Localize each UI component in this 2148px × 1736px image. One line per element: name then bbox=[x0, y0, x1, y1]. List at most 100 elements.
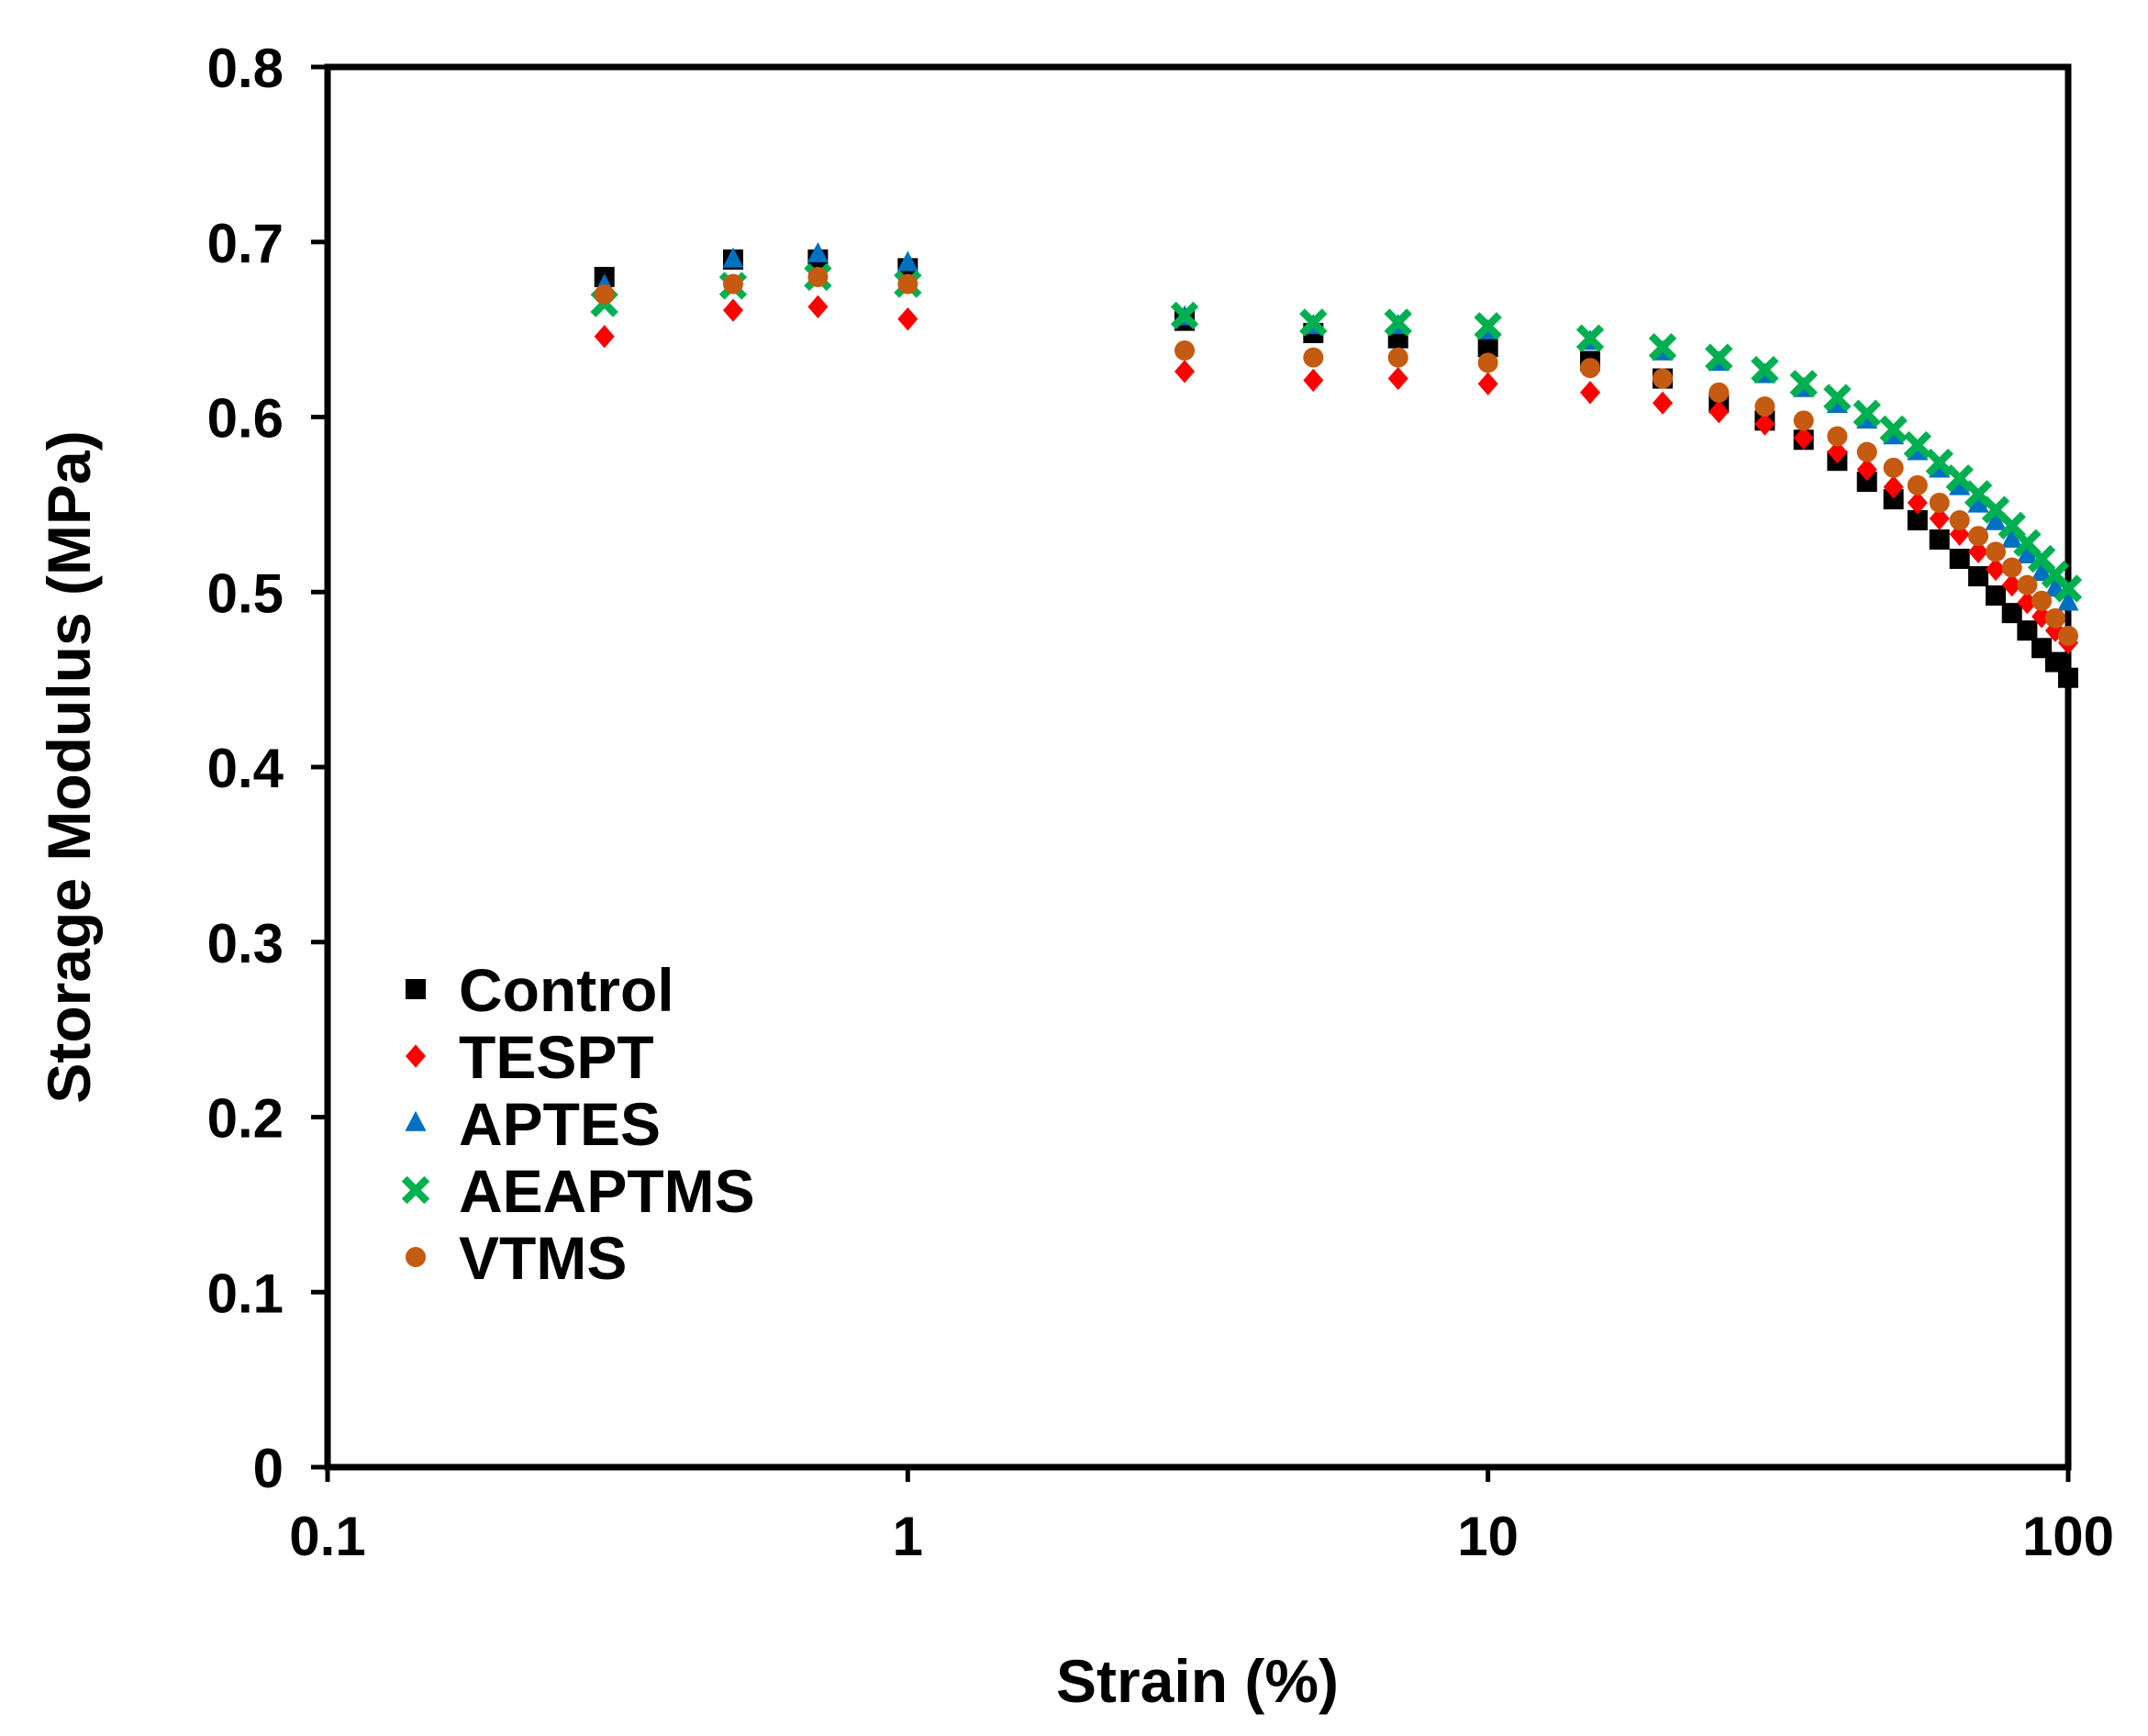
y-tick-label: 0.2 bbox=[207, 1088, 284, 1150]
data-point-tespt bbox=[1929, 506, 1950, 530]
data-point-aeaptms bbox=[1384, 308, 1412, 337]
data-point-vtms bbox=[1653, 368, 1674, 389]
data-point-tespt bbox=[1653, 391, 1674, 415]
data-point-aptes bbox=[1949, 474, 1971, 495]
y-tick-label: 0.4 bbox=[207, 738, 284, 799]
data-point-aptes bbox=[896, 250, 918, 272]
legend-label-control: Control bbox=[459, 956, 674, 1024]
data-point-control bbox=[2001, 603, 2022, 624]
y-tick-label: 0.7 bbox=[207, 213, 284, 274]
data-point-tespt bbox=[1303, 368, 1324, 393]
y-tick-label: 0.1 bbox=[207, 1263, 284, 1324]
x-axis-ticks: 0.1 1 10 100 bbox=[289, 1467, 2114, 1567]
data-point-aptes bbox=[2057, 590, 2079, 611]
data-point-aeaptms bbox=[1474, 312, 1502, 340]
data-point-tespt bbox=[1754, 412, 1775, 436]
data-point-vtms bbox=[2044, 607, 2065, 629]
data-point-aeaptms bbox=[1903, 430, 1932, 460]
y-tick-label: 0.5 bbox=[207, 562, 284, 624]
data-point-tespt bbox=[1387, 366, 1408, 391]
data-point-control bbox=[1985, 585, 2006, 606]
data-point-vtms bbox=[897, 273, 918, 295]
data-point-vtms bbox=[1968, 526, 1989, 547]
plot-frame bbox=[324, 63, 2072, 1471]
x-tick-label: 10 bbox=[1457, 1506, 1519, 1567]
data-point-tespt bbox=[1580, 381, 1601, 405]
data-point-aeaptms bbox=[1648, 333, 1677, 362]
data-point-control bbox=[1883, 489, 1904, 510]
data-point-tespt bbox=[807, 295, 829, 318]
y-axis-ticks: 0 0.1 0.2 0.3 0.4 0.5 0.6 0.7 0.8 bbox=[207, 38, 328, 1499]
data-point-aeaptms bbox=[1925, 448, 1953, 477]
data-point-aeaptms bbox=[1823, 384, 1852, 412]
legend-marker-control bbox=[406, 979, 426, 999]
data-point-vtms bbox=[1949, 510, 1970, 531]
legend-marker-aeaptms bbox=[401, 1175, 430, 1205]
data-point-control bbox=[2044, 651, 2065, 673]
data-point-tespt bbox=[2001, 573, 2022, 597]
data-point-tespt bbox=[1883, 475, 1904, 499]
legend-marker-tespt bbox=[406, 1044, 426, 1068]
x-tick-label: 100 bbox=[2022, 1506, 2114, 1567]
data-point-aptes bbox=[1985, 509, 2007, 530]
data-point-vtms bbox=[2017, 574, 2038, 595]
legend-label-tespt: TESPT bbox=[459, 1023, 654, 1091]
data-point-aptes bbox=[722, 247, 744, 268]
data-point-tespt bbox=[1827, 440, 1848, 464]
data-point-tespt bbox=[1708, 400, 1730, 424]
x-tick-label: 0.1 bbox=[289, 1506, 365, 1567]
legend-label-aptes: APTES bbox=[459, 1090, 661, 1158]
legend-label-vtms: VTMS bbox=[459, 1224, 627, 1292]
data-point-tespt bbox=[1985, 557, 2006, 582]
y-tick-label: 0.8 bbox=[207, 38, 284, 99]
data-point-control bbox=[1856, 472, 1877, 493]
y-axis-title: Storage Modulus (MPa) bbox=[35, 430, 103, 1103]
data-point-control bbox=[1477, 337, 1498, 358]
data-point-aptes bbox=[2031, 561, 2053, 582]
data-point-aeaptms bbox=[1789, 370, 1818, 398]
data-point-tespt bbox=[1856, 458, 1877, 482]
data-point-control bbox=[1949, 549, 1970, 570]
data-point-aeaptms bbox=[1945, 464, 1974, 493]
data-point-vtms bbox=[1708, 382, 1730, 403]
data-point-vtms bbox=[1856, 441, 1877, 462]
data-point-aeaptms bbox=[1575, 324, 1605, 352]
data-point-aptes bbox=[1967, 492, 1989, 513]
data-series bbox=[590, 241, 2083, 688]
data-point-aeaptms bbox=[1751, 355, 1779, 384]
data-point-aptes bbox=[2001, 527, 2023, 548]
data-point-tespt bbox=[1174, 360, 1196, 384]
legend-label-aeaptms: AEAPTMS bbox=[459, 1157, 755, 1225]
data-point-vtms bbox=[1174, 340, 1196, 362]
legend-marker-aptes bbox=[405, 1110, 427, 1131]
y-tick-label: 0 bbox=[253, 1438, 284, 1499]
data-point-tespt bbox=[2017, 591, 2038, 615]
x-axis-title: Strain (%) bbox=[1056, 1647, 1339, 1715]
data-point-aeaptms bbox=[1879, 415, 1908, 444]
series-aeaptms bbox=[590, 262, 2083, 603]
data-point-vtms bbox=[1793, 410, 1814, 431]
data-point-vtms bbox=[1827, 426, 1848, 447]
y-tick-label: 0.3 bbox=[207, 913, 284, 974]
y-tick-label: 0.6 bbox=[207, 388, 284, 450]
data-point-vtms bbox=[594, 284, 615, 305]
data-point-vtms bbox=[2001, 557, 2022, 578]
data-point-control bbox=[2017, 620, 2038, 641]
data-point-control bbox=[1929, 529, 1950, 551]
data-point-control bbox=[1907, 510, 1928, 531]
data-point-tespt bbox=[1477, 372, 1498, 395]
data-point-tespt bbox=[897, 307, 918, 331]
data-point-vtms bbox=[1477, 352, 1498, 373]
data-point-vtms bbox=[1387, 347, 1408, 368]
data-point-vtms bbox=[1883, 457, 1904, 478]
data-point-aptes bbox=[2016, 542, 2038, 563]
data-point-aptes bbox=[807, 241, 829, 262]
data-point-vtms bbox=[2031, 590, 2053, 611]
data-point-aeaptms bbox=[1170, 301, 1199, 330]
data-point-tespt bbox=[1968, 540, 1989, 564]
data-point-control bbox=[1968, 566, 1989, 587]
data-point-vtms bbox=[1929, 492, 1950, 513]
data-point-vtms bbox=[1907, 474, 1928, 495]
